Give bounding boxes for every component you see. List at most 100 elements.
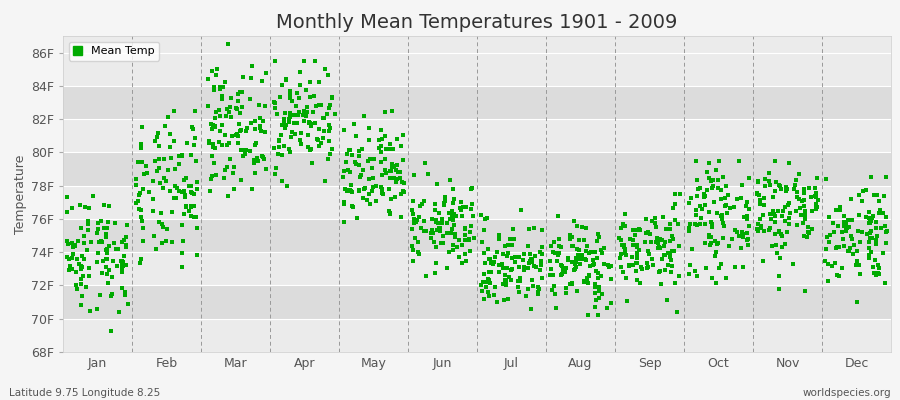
Point <box>190 225 204 231</box>
Point <box>159 178 174 184</box>
Point <box>665 263 680 269</box>
Point <box>134 159 148 165</box>
Point <box>554 244 568 251</box>
Point <box>108 220 122 226</box>
Point <box>391 169 405 175</box>
Point <box>99 247 113 253</box>
Title: Monthly Mean Temperatures 1901 - 2009: Monthly Mean Temperatures 1901 - 2009 <box>276 13 678 32</box>
Point <box>779 229 794 236</box>
Point <box>797 288 812 294</box>
Point <box>710 241 724 247</box>
Point <box>293 136 308 143</box>
Point <box>860 231 874 238</box>
Point <box>754 223 769 229</box>
Point <box>74 224 88 231</box>
Point <box>245 186 259 192</box>
Point <box>568 260 582 267</box>
Point <box>832 244 847 250</box>
Point <box>163 144 177 150</box>
Point <box>151 156 166 163</box>
Point <box>458 204 473 210</box>
Point <box>215 96 230 102</box>
Point <box>438 194 453 201</box>
Point <box>378 133 392 139</box>
Point <box>362 191 376 198</box>
Point <box>374 136 389 142</box>
Point <box>556 267 571 273</box>
Point <box>395 179 410 186</box>
Point <box>455 212 470 219</box>
Point <box>175 152 189 158</box>
Point <box>797 197 812 203</box>
Point <box>208 114 222 121</box>
Point <box>496 264 510 271</box>
Point <box>415 200 429 207</box>
Point <box>303 120 318 127</box>
Point <box>505 255 519 262</box>
Point <box>375 189 390 196</box>
Point <box>73 281 87 287</box>
Point <box>641 228 655 235</box>
Point <box>617 242 632 248</box>
Point <box>662 238 677 244</box>
Point <box>342 147 356 153</box>
Point <box>311 126 326 132</box>
Point <box>411 239 426 245</box>
Point <box>477 270 491 277</box>
Point <box>578 256 592 262</box>
Point <box>427 239 441 245</box>
Point <box>296 112 310 118</box>
Point <box>65 205 79 211</box>
Point <box>71 261 86 267</box>
Point <box>175 222 189 228</box>
Point <box>218 132 232 138</box>
Point <box>282 116 296 122</box>
Point <box>868 256 882 263</box>
Point <box>106 240 121 246</box>
Point <box>95 270 110 276</box>
Point <box>868 225 883 231</box>
Point <box>443 177 457 183</box>
Point <box>789 221 804 228</box>
Point <box>244 120 258 126</box>
Point <box>116 263 130 269</box>
Point <box>382 146 396 152</box>
Point <box>226 170 240 176</box>
Point <box>454 242 469 248</box>
Point <box>156 184 170 191</box>
Point <box>791 196 806 202</box>
Point <box>446 241 461 248</box>
Point <box>829 207 843 213</box>
Point <box>862 214 877 221</box>
Point <box>704 218 718 225</box>
Point <box>712 158 726 164</box>
Point <box>781 202 796 208</box>
Point <box>115 285 130 291</box>
Point <box>702 234 716 240</box>
Point <box>648 215 662 222</box>
Point <box>114 265 129 271</box>
Point <box>569 259 583 266</box>
Bar <box>63 286 891 319</box>
Point <box>308 58 322 64</box>
Point <box>551 252 565 258</box>
Point <box>323 102 338 108</box>
Point <box>870 270 885 276</box>
Point <box>655 255 670 262</box>
Point <box>861 239 876 245</box>
Point <box>630 254 644 261</box>
Point <box>617 246 632 252</box>
Point <box>662 250 677 256</box>
Point <box>317 115 331 122</box>
Point <box>282 118 296 125</box>
Point <box>704 239 718 246</box>
Point <box>822 239 836 245</box>
Point <box>569 264 583 270</box>
Point <box>131 158 146 165</box>
Point <box>740 236 754 243</box>
Point <box>693 203 707 209</box>
Point <box>458 236 473 243</box>
Point <box>289 103 303 109</box>
Point <box>648 224 662 230</box>
Point <box>547 239 562 246</box>
